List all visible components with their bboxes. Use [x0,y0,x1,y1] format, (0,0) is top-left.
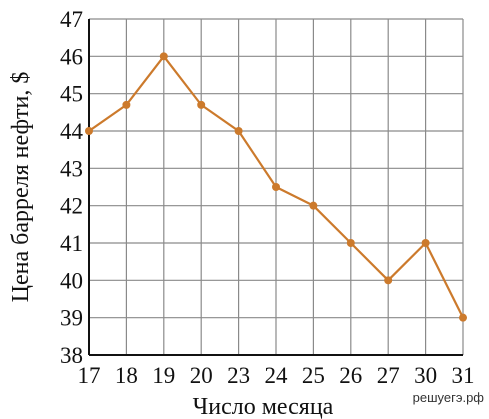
grid [89,18,464,355]
x-tick-labels: 17 18 19 20 23 24 25 26 27 30 31 [78,363,475,388]
series [85,52,467,322]
data-point [85,127,93,135]
y-tick-label: 45 [60,82,83,107]
x-tick-label: 31 [452,363,475,388]
y-tick-label: 46 [60,44,83,69]
x-tick-label: 18 [115,363,138,388]
watermark: решуегэ.рф [413,390,485,405]
x-tick-label: 26 [339,363,362,388]
y-tick-label: 42 [60,194,83,219]
data-point [159,52,168,61]
x-tick-label: 19 [152,363,175,388]
x-tick-label: 23 [227,363,250,388]
data-point [272,183,280,191]
data-point [459,313,467,322]
y-axis-label: Цена барреля нефти, $ [8,72,34,303]
data-point [309,201,318,210]
y-tick-label: 47 [60,7,83,32]
x-tick-label: 20 [190,363,213,388]
x-tick-label: 27 [377,363,400,388]
data-point [234,127,243,135]
axes [88,19,463,356]
x-tick-label: 30 [414,363,437,388]
y-tick-label: 40 [60,268,83,293]
y-tick-label: 38 [60,343,83,368]
data-point [346,239,355,247]
x-tick-label: 25 [302,363,325,388]
y-tick-label: 41 [60,231,83,256]
x-axis-label: Число месяца [193,394,334,419]
y-tick-label: 43 [60,156,83,181]
y-tick-labels: 38 39 40 41 42 43 44 45 46 47 [60,7,84,368]
y-tick-label: 44 [60,119,84,144]
data-point [122,100,131,109]
data-point [197,100,206,109]
data-point [421,239,430,247]
x-tick-label: 17 [78,363,101,388]
x-tick-label: 24 [265,363,289,388]
y-tick-label: 39 [60,306,83,331]
data-point [384,276,393,285]
